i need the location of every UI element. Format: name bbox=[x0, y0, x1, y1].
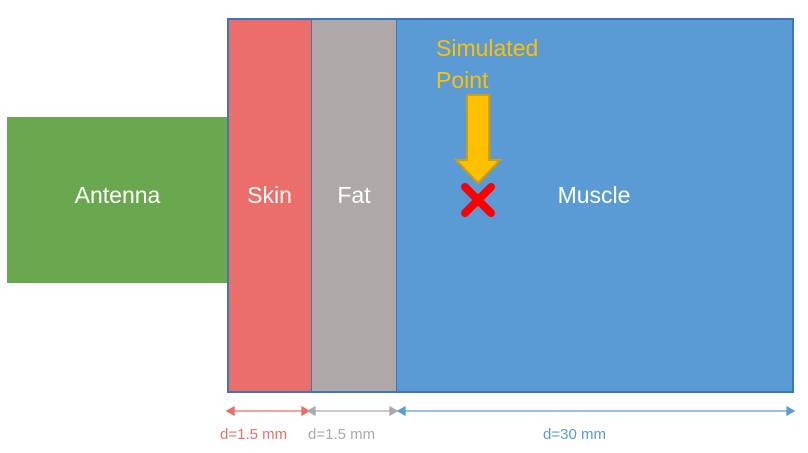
fat-label: Fat bbox=[337, 182, 371, 208]
skin-dimension-arrow bbox=[225, 405, 311, 417]
fat-dimension-arrow bbox=[306, 405, 399, 417]
skin-dimension-label: d=1.5 mm bbox=[220, 426, 288, 443]
skin-layer bbox=[227, 18, 312, 393]
fat-dimension-label: d=1.5 mm bbox=[308, 426, 376, 443]
skin-label: Skin bbox=[247, 182, 292, 208]
antenna-label: Antenna bbox=[74, 182, 161, 208]
muscle-label: Muscle bbox=[557, 182, 631, 208]
down-arrow-icon bbox=[453, 94, 503, 185]
muscle-dimension-arrow bbox=[396, 405, 796, 417]
muscle-dimension-label: d=30 mm bbox=[543, 426, 606, 443]
simulated-point-label-line1: Simulated bbox=[436, 35, 539, 61]
fat-layer bbox=[311, 18, 397, 393]
cross-icon bbox=[461, 183, 495, 217]
muscle-layer bbox=[396, 18, 794, 393]
simulated-point-label-line2: Point bbox=[436, 67, 489, 93]
antenna-block bbox=[7, 117, 228, 283]
simulated-point-label: Simulated Point bbox=[436, 32, 538, 96]
